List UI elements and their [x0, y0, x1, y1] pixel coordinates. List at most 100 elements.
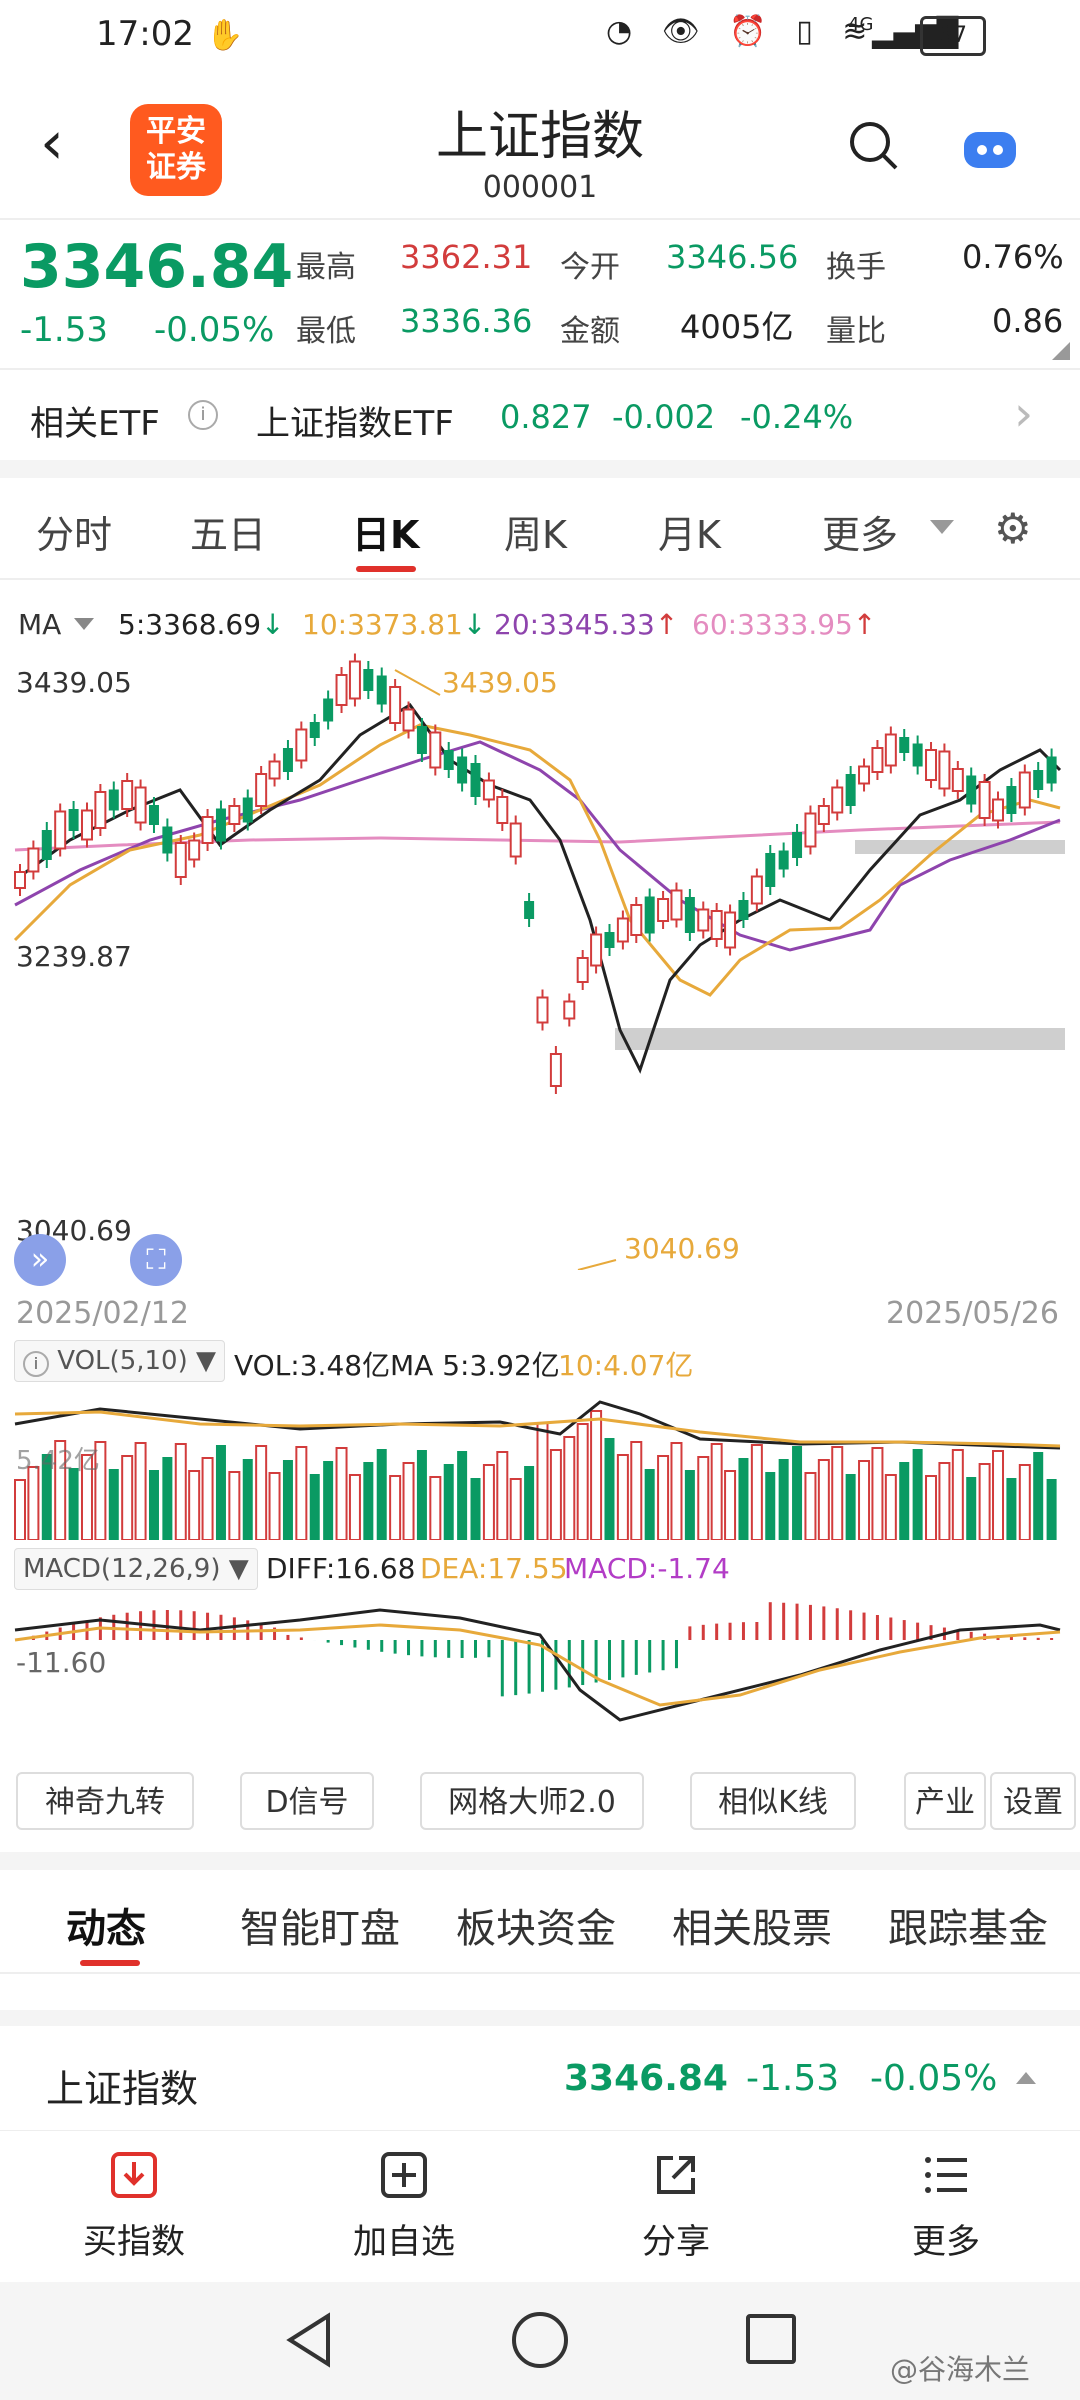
vol-indicator-select[interactable]: i VOL(5,10) ▼	[14, 1340, 225, 1382]
tab-intraday[interactable]: 分时	[36, 513, 113, 557]
tab-daily-k[interactable]: 日K	[352, 513, 420, 557]
candle-body	[563, 1000, 576, 1020]
candle-body	[27, 847, 40, 873]
volume-bar	[429, 1476, 442, 1540]
down-arrow-icon: ↓	[462, 608, 487, 641]
tab-weekly-k[interactable]: 周K	[504, 513, 567, 557]
nav-label: 分享	[642, 2222, 710, 2262]
candle-body	[697, 908, 710, 932]
broker-logo: 平安 证券	[130, 104, 222, 196]
volume-bar	[549, 1449, 562, 1540]
tab-monthly-k[interactable]: 月K	[658, 513, 721, 557]
volume-bar	[228, 1471, 241, 1540]
tool-button-industry[interactable]: 产业	[904, 1772, 986, 1830]
candle-body	[188, 839, 201, 861]
subtab-tracking-funds[interactable]: 跟踪基金	[888, 1906, 1048, 1952]
search-icon[interactable]	[846, 118, 900, 172]
tab-more[interactable]: 更多	[822, 513, 899, 557]
robot-assistant-icon[interactable]	[960, 126, 1020, 172]
volume-bar	[817, 1459, 830, 1540]
nav-add-watch[interactable]: 加自选	[324, 2150, 484, 2263]
dropdown-caret-icon: ▼	[228, 1554, 249, 1584]
divider	[0, 578, 1080, 580]
candle-body	[792, 832, 803, 858]
candle-body	[738, 900, 749, 920]
volume-bar	[992, 1450, 1005, 1540]
volume-bar	[363, 1462, 374, 1540]
divider	[0, 1972, 1080, 1974]
tool-button-nine[interactable]: 神奇九转	[16, 1772, 194, 1830]
volume-bar	[1006, 1478, 1017, 1540]
info-icon[interactable]: i	[188, 400, 218, 430]
amount-value: 4005亿	[680, 308, 794, 346]
volume-bar	[738, 1458, 749, 1540]
ma-dropdown-icon[interactable]	[74, 618, 94, 630]
ma10-line	[13, 723, 1061, 997]
tool-button-d-signal[interactable]: D信号	[240, 1772, 374, 1830]
tool-button-settings[interactable]: 设置	[990, 1772, 1076, 1830]
volume-bar	[750, 1444, 763, 1540]
nav-recents-icon[interactable]	[746, 2314, 796, 2364]
turnover-value: 0.76%	[962, 238, 1064, 276]
nav-back-icon[interactable]	[284, 2312, 334, 2372]
volume-bar	[482, 1464, 495, 1540]
fullscreen-icon[interactable]: ⛶	[130, 1234, 182, 1286]
low-value: 3336.36	[400, 302, 533, 340]
volume-bar	[215, 1445, 226, 1540]
nav-share[interactable]: 分享	[596, 2150, 756, 2263]
candle-body	[323, 698, 334, 722]
volume-bar	[884, 1474, 897, 1540]
subtab-sector-funds[interactable]: 板块资金	[456, 1906, 616, 1952]
collapse-caret-icon[interactable]	[1016, 2072, 1036, 2084]
ticker-row[interactable]: 上证指数 3346.84 -1.53 -0.05%	[0, 2026, 1080, 2130]
candle-body	[255, 773, 268, 807]
low-annotation: 3040.69	[624, 1232, 740, 1265]
macd-indicator-select[interactable]: MACD(12,26,9) ▼	[14, 1548, 258, 1590]
candle-body	[604, 932, 615, 948]
tool-button-similar-k[interactable]: 相似K线	[690, 1772, 856, 1830]
vol-ma10: 10:4.07亿	[558, 1349, 694, 1382]
subtab-smart-watch[interactable]: 智能盯盘	[240, 1906, 400, 1952]
signal-icon: ▂▄▆█	[872, 16, 959, 49]
subtab-related-stocks[interactable]: 相关股票	[672, 1906, 832, 1952]
low-leader	[577, 1259, 617, 1270]
nav-home-icon[interactable]	[512, 2312, 568, 2368]
candle-body	[416, 726, 427, 754]
nav-buy-index[interactable]: 买指数	[54, 2150, 214, 2263]
ma-legend-title[interactable]: MA	[18, 608, 62, 641]
volume-bar	[376, 1449, 387, 1540]
back-icon[interactable]: ‹	[40, 108, 64, 178]
candle-body	[80, 809, 93, 841]
volume-chart	[14, 1400, 1061, 1540]
etf-pct: -0.24%	[740, 398, 854, 436]
gear-icon[interactable]: ⚙	[994, 504, 1032, 553]
expand-corner-icon[interactable]	[1052, 342, 1070, 360]
tab-five-day[interactable]: 五日	[190, 513, 267, 557]
candle-body	[509, 822, 522, 858]
candle-body	[871, 747, 884, 773]
macd-bars	[31, 1602, 1054, 1697]
dropdown-caret-icon[interactable]	[930, 520, 954, 534]
price-change-pct: -0.05%	[154, 310, 275, 350]
candle-body	[41, 830, 52, 860]
volume-bar	[1046, 1479, 1057, 1540]
volume-bar	[134, 1442, 147, 1540]
candle-body	[831, 786, 844, 814]
volume-bar	[242, 1459, 253, 1540]
ma10-value: 10:3373.81↓	[302, 608, 486, 641]
related-etf-row[interactable]: 相关ETF i 上证指数ETF 0.827 -0.002 -0.24% ›	[0, 370, 1080, 460]
tool-button-grid[interactable]: 网格大师2.0	[420, 1772, 644, 1830]
candle-body	[363, 669, 374, 691]
subtab-news[interactable]: 动态	[66, 1906, 146, 1952]
nav-more[interactable]: 更多	[866, 2150, 1026, 2263]
candle-body	[228, 805, 241, 825]
ma10-text: 10:3373.81	[302, 608, 463, 641]
volume-bar	[27, 1466, 40, 1540]
kline-chart[interactable]	[0, 650, 1080, 1270]
battery-icon: 37	[920, 16, 986, 56]
fast-forward-icon[interactable]: »	[14, 1234, 66, 1286]
support-zone	[615, 1028, 1065, 1050]
volume-bar	[697, 1456, 710, 1540]
candle-body	[590, 933, 603, 967]
volume-bar	[509, 1478, 522, 1540]
